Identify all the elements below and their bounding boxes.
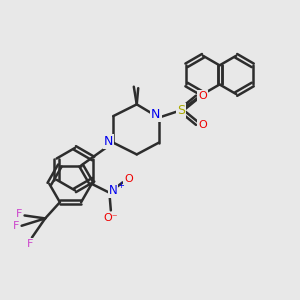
Text: F: F (27, 239, 34, 249)
Text: S: S (177, 104, 185, 117)
Text: +: + (117, 181, 124, 190)
Text: N: N (104, 135, 113, 148)
Text: O: O (198, 120, 207, 130)
Text: O: O (124, 174, 133, 184)
Text: F: F (16, 209, 22, 219)
Text: F: F (13, 221, 20, 231)
Text: O: O (198, 91, 207, 100)
Text: N: N (151, 108, 160, 121)
Text: O⁻: O⁻ (103, 213, 118, 223)
Text: N: N (109, 184, 117, 197)
